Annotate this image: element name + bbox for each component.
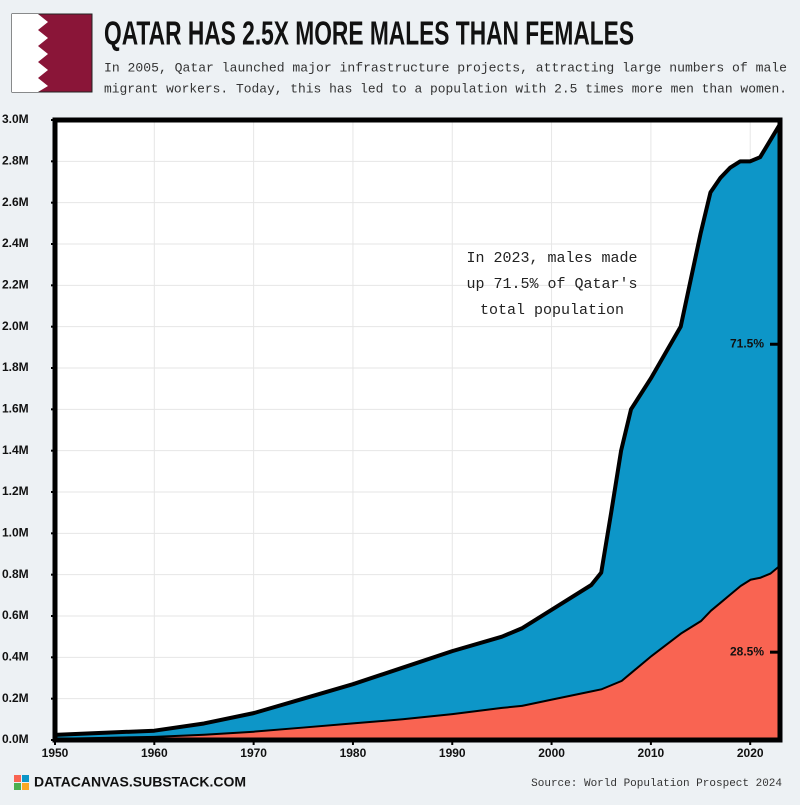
y-tick-label: 2.8M [2,154,29,168]
annotation: up 71.5% of Qatar's [466,276,637,293]
y-tick-label: 0.6M [2,608,29,622]
annotation: In 2023, males made [466,250,637,267]
y-tick-label: 0.0M [2,732,29,746]
subtitle: In 2005, Qatar launched major infrastruc… [104,61,787,75]
y-tick-label: 1.4M [2,443,29,457]
flag [11,13,93,93]
annotation: total population [480,302,624,319]
x-tick-label: 1970 [240,746,267,760]
chart-title: QATAR HAS 2.5X MORE MALES THAN FEMALES [104,15,634,52]
area [55,564,780,740]
y-tick-label: 2.6M [2,195,29,209]
x-tick-label: 2020 [737,746,764,760]
y-tick-label: 2.2M [2,278,29,292]
y-tick-label: 1.0M [2,526,29,540]
x-tick-label: 1950 [42,746,69,760]
y-tick-label: 0.8M [2,567,29,581]
x-tick-label: 2000 [538,746,565,760]
y-tick-label: 3.0M [2,112,29,126]
x-tick-label: 2010 [638,746,665,760]
x-tick-label: 1990 [439,746,466,760]
y-tick-label: 2.4M [2,236,29,250]
area [55,124,780,738]
area-outline [54,123,782,737]
logo [14,775,29,790]
y-tick-label: 1.6M [2,402,29,416]
x-tick-label: 1960 [141,746,168,760]
plot-frame [52,117,783,743]
subtitle: migrant workers. Today, this has led to … [104,82,787,96]
y-tick-label: 0.4M [2,650,29,664]
footer: DATACANVAS.SUBSTACK.COM [34,774,246,790]
y-tick-label: 2.0M [2,319,29,333]
source: Source: World Population Prospect 2024 [531,778,782,790]
y-tick-label: 1.2M [2,484,29,498]
x-tick-label: 1980 [340,746,367,760]
y-tick-label: 0.2M [2,691,29,705]
y-tick-label: 1.8M [2,360,29,374]
end-label: 71.5% [730,336,764,350]
end-label: 28.5% [730,644,764,658]
